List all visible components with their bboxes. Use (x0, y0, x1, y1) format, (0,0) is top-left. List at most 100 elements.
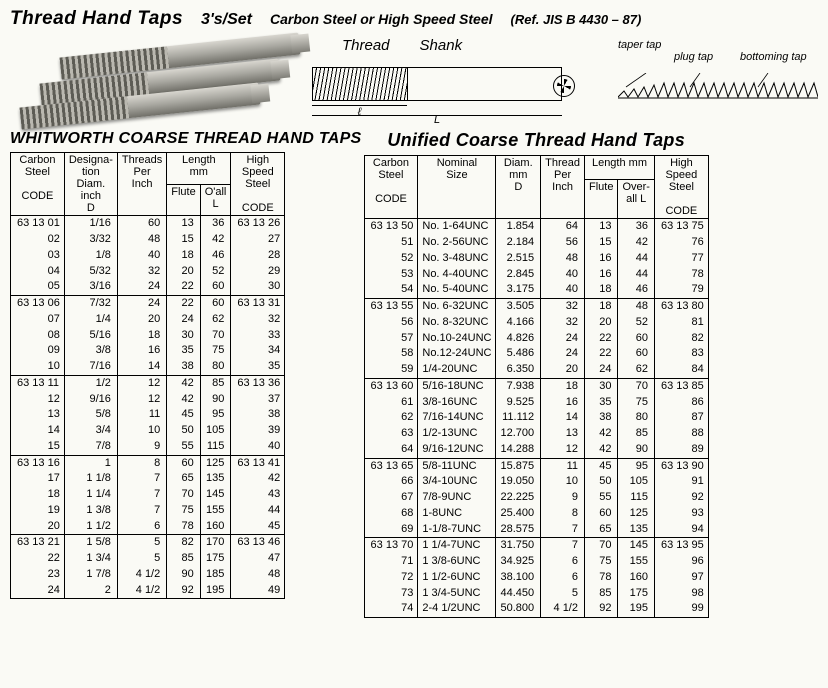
cell-cs: 63 13 71 (364, 554, 418, 570)
cell-tpi: 40 (117, 248, 166, 264)
cell-cs: 63 13 13 (11, 407, 65, 423)
table-row: 63 13 221 3/458517563 13 47 (11, 551, 285, 567)
cell-d: 3/4 (64, 423, 117, 439)
cell-d: 1 7/8 (64, 567, 117, 583)
table-row: 63 13 157/895511563 13 40 (11, 439, 285, 455)
cell-l: 135 (200, 471, 231, 487)
cell-nom: 1/2-13UNC (418, 426, 496, 442)
cell-cs: 63 13 01 (11, 216, 65, 232)
cell-tpi: 8 (117, 455, 166, 471)
cell-f: 22 (167, 279, 200, 295)
cell-d: 2.515 (496, 251, 541, 267)
cell-tpi: 20 (541, 362, 585, 378)
cell-hss: 63 13 78 (654, 267, 708, 283)
cell-f: 85 (167, 551, 200, 567)
cell-tpi: 18 (541, 378, 585, 394)
cell-d: 5/32 (64, 264, 117, 280)
cell-tpi: 9 (117, 439, 166, 455)
cell-tpi: 24 (117, 296, 166, 312)
cell-hss: 63 13 34 (231, 343, 285, 359)
cell-l: 44 (618, 251, 655, 267)
table-row: 63 13 663/4-10UNC19.050105010563 13 91 (364, 474, 708, 490)
cell-l: 160 (200, 519, 231, 535)
cell-d: 7/32 (64, 296, 117, 312)
cell-cs: 63 13 24 (11, 583, 65, 599)
cell-tpi: 5 (117, 551, 166, 567)
cell-cs: 63 13 12 (11, 392, 65, 408)
cell-d: 15.875 (496, 458, 541, 474)
header-row: Thread Hand Taps 3's/Set Carbon Steel or… (10, 8, 818, 30)
cell-hss: 63 13 31 (231, 296, 285, 312)
cell-d: 31.750 (496, 538, 541, 554)
cell-f: 90 (167, 567, 200, 583)
cell-d: 5/16 (64, 328, 117, 344)
cell-tpi: 4 1/2 (117, 583, 166, 599)
thread-profile-icon (618, 73, 818, 99)
cell-l: 70 (618, 378, 655, 394)
diagram-row: Thread Shank ℓ L taper tap plug tap bott… (10, 34, 818, 126)
cell-d: 7/8 (64, 439, 117, 455)
table-row: 63 13 107/1614388063 13 35 (11, 359, 285, 375)
tap-photo (10, 37, 290, 123)
table-row: 63 13 211 5/858217063 13 46 (11, 535, 285, 551)
table-row: 63 13 2424 1/29219563 13 49 (11, 583, 285, 599)
table-row: 63 13 731 3/4-5UNC44.45058517563 13 98 (364, 586, 708, 602)
cell-cs: 63 13 61 (364, 395, 418, 411)
cell-cs: 63 13 54 (364, 282, 418, 298)
cell-f: 20 (167, 264, 200, 280)
cell-nom: 1 3/8-6UNC (418, 554, 496, 570)
cell-tpi: 5 (117, 535, 166, 551)
cell-l: 135 (618, 522, 655, 538)
col-nom: NominalSize (422, 157, 491, 181)
cell-cs: 63 13 62 (364, 410, 418, 426)
cell-tpi: 7 (541, 538, 585, 554)
cell-l: 48 (618, 299, 655, 315)
table-row: 63 13 591/4-20UNC6.35020246263 13 84 (364, 362, 708, 378)
cell-l: 42 (200, 232, 231, 248)
cell-hss: 63 13 36 (231, 375, 285, 391)
cell-hss: 63 13 27 (231, 232, 285, 248)
cell-l: 155 (618, 554, 655, 570)
cell-d: 1/8 (64, 248, 117, 264)
cell-f: 75 (167, 503, 200, 519)
cell-l: 36 (618, 219, 655, 235)
cell-nom: No. 5-40UNC (418, 282, 496, 298)
cell-hss: 63 13 86 (654, 395, 708, 411)
cell-f: 82 (167, 535, 200, 551)
col-hss: HighSpeedSteel (665, 157, 697, 193)
whitworth-title: WHITWORTH COARSE THREAD HAND TAPS (10, 130, 362, 148)
table-row: 63 13 045/3232205263 13 29 (11, 264, 285, 280)
cell-nom: No. 4-40UNC (418, 267, 496, 283)
cell-d: 1 3/8 (64, 503, 117, 519)
cell-nom: 3/8-16UNC (418, 395, 496, 411)
cell-cs: 63 13 67 (364, 490, 418, 506)
cell-f: 38 (167, 359, 200, 375)
cell-tpi: 9 (541, 490, 585, 506)
cell-nom: No. 6-32UNC (418, 299, 496, 315)
cell-hss: 63 13 85 (654, 378, 708, 394)
cell-f: 13 (584, 219, 617, 235)
cell-hss: 63 13 84 (654, 362, 708, 378)
cell-hss: 63 13 97 (654, 570, 708, 586)
cell-l: 105 (200, 423, 231, 439)
cell-hss: 63 13 79 (654, 282, 708, 298)
table-row: 63 13 171 1/876513563 13 42 (11, 471, 285, 487)
cell-hss: 63 13 94 (654, 522, 708, 538)
cell-l: 62 (200, 312, 231, 328)
cell-l: 185 (200, 567, 231, 583)
cell-f: 30 (584, 378, 617, 394)
cell-cs: 63 13 21 (11, 535, 65, 551)
cell-f: 35 (167, 343, 200, 359)
cell-hss: 63 13 42 (231, 471, 285, 487)
cell-cs: 63 13 53 (364, 267, 418, 283)
cell-d: 1 1/8 (64, 471, 117, 487)
cell-cs: 63 13 56 (364, 315, 418, 331)
cell-hss: 63 13 26 (231, 216, 285, 232)
cell-tpi: 4 1/2 (117, 567, 166, 583)
cell-f: 13 (167, 216, 200, 232)
cell-d: 3/8 (64, 343, 117, 359)
cell-d: 1 1/4 (64, 487, 117, 503)
ref-label: (Ref. JIS B 4430 – 87) (511, 12, 642, 27)
cell-l: 70 (200, 328, 231, 344)
cell-tpi: 56 (541, 235, 585, 251)
